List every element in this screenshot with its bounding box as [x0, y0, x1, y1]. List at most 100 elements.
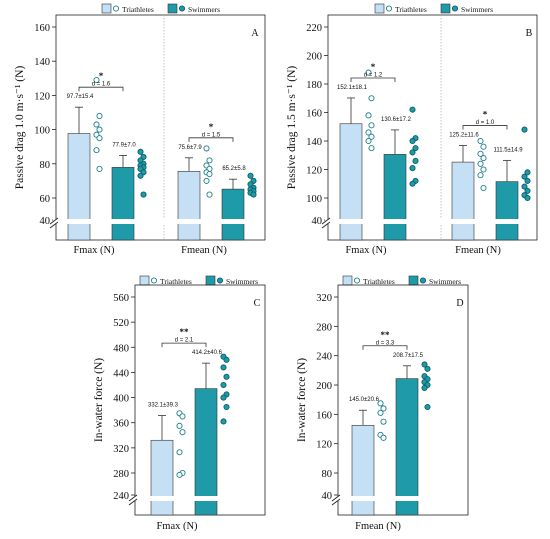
panel-a-axis-break-slash: [49, 221, 59, 229]
legend-label-swimmers: Swimmers: [461, 5, 493, 14]
data-label: 97.7±15.4: [67, 94, 94, 100]
data-point: [380, 405, 387, 412]
data-point: [96, 112, 103, 119]
legend-marker-triathletes: [385, 5, 393, 12]
data-point: [524, 169, 531, 176]
legend-label-triathletes: Triathletes: [122, 5, 154, 14]
panel-b-axis-break-slash: [321, 217, 331, 225]
legend-label-triathletes: Triathletes: [160, 277, 192, 286]
bar-swimmers: [111, 167, 135, 241]
data-point: [220, 418, 227, 425]
data-point: [137, 172, 144, 179]
effect-size-label: d = 1.2: [364, 72, 383, 78]
data-point: [524, 177, 531, 184]
data-point: [477, 150, 484, 157]
effect-size-label: d = 1.0: [476, 120, 495, 126]
data-point: [421, 361, 428, 368]
y-tick-label: 220: [306, 23, 322, 34]
data-point: [206, 191, 213, 198]
data-point: [424, 403, 431, 411]
legend-label-swimmers: Swimmers: [429, 277, 461, 286]
data-point: [223, 356, 230, 363]
data-point: [223, 373, 230, 380]
significance-bracket: [161, 342, 207, 348]
significance-bracket: [362, 345, 408, 350]
data-point: [409, 149, 416, 156]
y-tick-label: 480: [113, 343, 129, 354]
data-point: [477, 137, 484, 145]
data-point: [220, 364, 227, 371]
data-point: [176, 449, 183, 456]
data-point: [409, 180, 416, 187]
data-point: [521, 173, 528, 180]
panel-c-letter: C: [254, 298, 261, 309]
y-tick-label: 200: [306, 52, 322, 63]
panel-d-y-axis-label: In-water force (N): [296, 358, 308, 442]
significance-bracket: [462, 125, 508, 130]
panel-d-group: 145.0±20.6 208.7±17.5 **d = 3.3 Fmean (N): [349, 330, 431, 532]
data-point: [93, 147, 100, 154]
effect-size-label: d = 3.3: [376, 340, 395, 346]
y-tick-label: 160: [316, 410, 332, 421]
bar-triathletes: [177, 171, 201, 241]
data-point: [480, 155, 487, 162]
x-axis-label: Fmean (N): [455, 245, 501, 256]
data-point: [521, 183, 528, 190]
x-axis-label: Fmean (N): [181, 245, 227, 256]
data-point: [140, 191, 147, 198]
data-point: [380, 418, 387, 425]
bar-swimmers: [495, 181, 519, 241]
data-point: [480, 143, 487, 150]
data-point: [365, 112, 372, 119]
x-axis-label: Fmean (N): [355, 521, 401, 532]
panel-b-axis-break-band: [325, 219, 532, 224]
data-point: [377, 409, 384, 416]
significance-marker: *: [209, 122, 214, 132]
panel-b-y-axis-label: Passive drag 1.5 m·s⁻¹ (N): [286, 66, 298, 190]
data-point: [480, 184, 487, 192]
panel-c-axis-break-band: [132, 496, 260, 501]
significance-marker: *: [99, 71, 104, 81]
data-point: [93, 121, 100, 128]
y-tick-label: 320: [113, 444, 129, 455]
data-label: 77.9±7.0: [112, 142, 136, 148]
data-point: [424, 365, 431, 372]
data-point: [421, 384, 428, 391]
y-tick-label: 100: [306, 194, 322, 205]
effect-size-label: d = 1.6: [92, 82, 111, 88]
y-tick-label: 240: [113, 491, 129, 502]
x-axis-label: Fmax (N): [73, 245, 115, 256]
data-point: [480, 166, 487, 173]
data-point: [137, 148, 144, 155]
panel-d-axis-break-slash: [331, 494, 341, 502]
panel-b: Triathletes Swimmers B 40 100 120 140 160 180 200…: [286, 3, 538, 256]
y-tick-label: 400: [113, 394, 129, 405]
data-point: [368, 145, 375, 152]
panel-a-frame: [55, 14, 266, 241]
data-point: [206, 171, 213, 178]
legend-marker-swimmers: [419, 277, 427, 284]
panel-c-axis-break-slash: [128, 494, 138, 502]
panel-a-group: 75.6±7.9 65.2±5.8 *d = 1.5 Fmean (N): [177, 122, 257, 256]
panel-c-y-axis-label: In-water force (N): [93, 358, 105, 442]
y-tick-label: 40: [312, 216, 323, 227]
data-point: [365, 69, 372, 76]
data-point: [96, 165, 103, 172]
data-point: [368, 122, 375, 129]
bar-triathletes: [351, 425, 375, 516]
legend-marker-swimmers: [451, 5, 459, 12]
legend-marker-triathletes: [353, 277, 361, 284]
panel-d-letter: D: [456, 298, 463, 309]
data-point: [368, 133, 375, 140]
data-point: [380, 434, 387, 441]
legend-swatch-triathletes: [101, 3, 112, 14]
y-tick-label: 100: [34, 126, 50, 137]
legend-swatch-triathletes: [342, 275, 353, 286]
panel-b-axis-break-slash: [321, 221, 331, 229]
x-axis-label: Fmax (N): [156, 521, 198, 532]
y-tick-label: 280: [316, 322, 332, 333]
bar-swimmers: [221, 188, 245, 241]
data-point: [206, 157, 213, 164]
legend-swatch-triathletes: [139, 275, 150, 286]
data-label: 152.1±18.1: [337, 85, 368, 91]
